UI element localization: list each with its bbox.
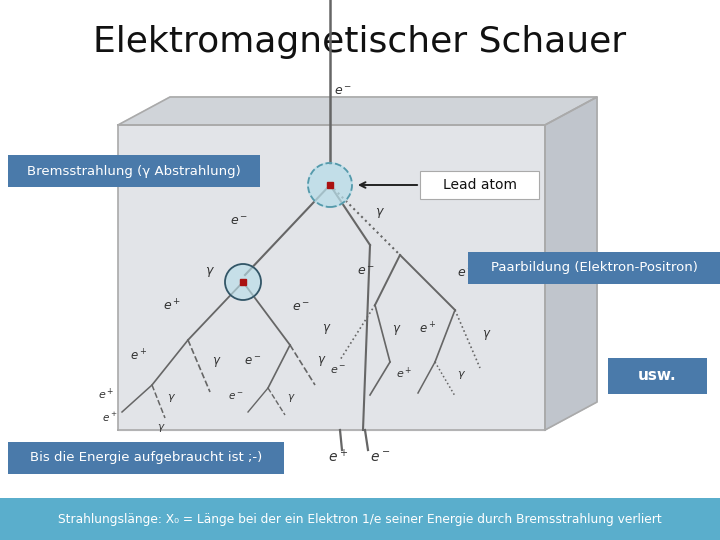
Bar [0,498,720,540]
Text: $e^-$: $e^-$ [292,301,310,314]
Text: $e^+$: $e^+$ [130,349,148,364]
Text: $e^+$: $e^+$ [419,322,436,337]
Text: $e^+$: $e^+$ [328,448,348,465]
Text: $\gamma$: $\gamma$ [167,392,176,404]
Text: $\gamma$: $\gamma$ [375,206,385,220]
Text: $e^+$: $e^+$ [98,387,114,402]
Text: Bremsstrahlung (γ Abstrahlung): Bremsstrahlung (γ Abstrahlung) [27,165,241,178]
Text: $\gamma$: $\gamma$ [157,422,166,434]
Polygon shape [118,97,597,125]
FancyBboxPatch shape [608,358,707,394]
Text: $\gamma$: $\gamma$ [482,328,492,342]
Circle shape [308,163,352,207]
Polygon shape [545,97,597,430]
Text: $\gamma$: $\gamma$ [322,322,331,336]
Text: $e^-$: $e^-$ [244,355,261,368]
Text: $e^-$: $e^-$ [357,265,375,278]
Text: Bis die Energie aufgebraucht ist ;-): Bis die Energie aufgebraucht ist ;-) [30,451,262,464]
Text: usw.: usw. [638,368,676,383]
Text: $e^+$: $e^+$ [396,366,413,381]
Polygon shape [118,125,545,430]
Text: $\gamma$: $\gamma$ [205,265,215,279]
Text: $e^-$: $e^-$ [230,215,248,228]
Text: $e^-$: $e^-$ [330,365,346,376]
Text: Strahlungslänge: X₀ = Länge bei der ein Elektron 1/e seiner Energie durch Bremss: Strahlungslänge: X₀ = Länge bei der ein … [58,512,662,525]
Text: $\gamma$: $\gamma$ [287,392,296,404]
FancyBboxPatch shape [420,171,539,199]
Text: $e^-$: $e^-$ [370,451,390,465]
Text: $\gamma$: $\gamma$ [212,355,222,369]
Text: $\gamma$: $\gamma$ [392,323,402,337]
Text: $e^+$: $e^+$ [163,299,181,314]
FancyBboxPatch shape [8,155,260,187]
Text: $e^+$: $e^+$ [102,411,117,424]
Circle shape [225,264,261,300]
Text: $e^-$: $e^-$ [228,391,243,402]
Text: Paarbildung (Elektron-Positron): Paarbildung (Elektron-Positron) [490,261,698,274]
Text: $e^-$: $e^-$ [334,85,352,98]
Text: Elektromagnetischer Schauer: Elektromagnetischer Schauer [94,25,626,59]
FancyBboxPatch shape [468,252,720,284]
Text: Lead atom: Lead atom [443,178,517,192]
FancyBboxPatch shape [8,442,284,474]
Text: $\gamma$: $\gamma$ [457,369,466,381]
Text: $\gamma$: $\gamma$ [317,354,326,368]
Text: $e^+$: $e^+$ [457,266,475,281]
